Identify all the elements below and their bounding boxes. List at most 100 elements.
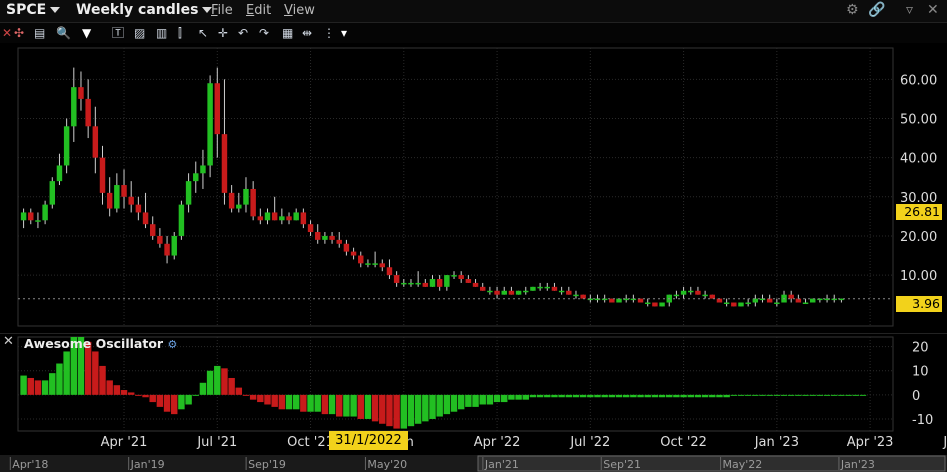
chart-type-selector[interactable]: Weekly candles bbox=[76, 2, 213, 18]
oscillator-bar bbox=[185, 394, 192, 405]
candle bbox=[314, 232, 321, 240]
text-icon[interactable]: 🅃 bbox=[112, 26, 125, 40]
oscillator-bar bbox=[730, 394, 738, 396]
candle bbox=[243, 188, 249, 205]
candle bbox=[716, 298, 723, 303]
candle bbox=[379, 263, 386, 268]
cross-icon[interactable]: ✛ bbox=[218, 26, 229, 40]
oscillator-bar bbox=[780, 394, 788, 396]
candle bbox=[121, 185, 127, 197]
oscillator-bar bbox=[680, 394, 687, 398]
bar-chart-icon[interactable]: ▥ bbox=[156, 26, 168, 40]
candle bbox=[171, 235, 177, 256]
menu-file-mnemonic: F bbox=[211, 3, 218, 18]
menu-view[interactable]: View bbox=[284, 3, 315, 18]
candle bbox=[465, 279, 472, 283]
x-tick-label: Oct '21 bbox=[287, 435, 334, 450]
oscillator-bar bbox=[508, 394, 515, 400]
oscillator-bar bbox=[823, 394, 831, 396]
oscillator-settings-icon[interactable]: ⚙ bbox=[167, 338, 178, 351]
candle bbox=[523, 290, 529, 293]
candle bbox=[487, 290, 493, 293]
x-tick-label: Oct '22 bbox=[660, 435, 707, 450]
candle bbox=[838, 298, 845, 301]
minimize-icon[interactable]: ▿ bbox=[906, 2, 914, 18]
undo-icon[interactable]: ↶ bbox=[238, 26, 249, 40]
oscillator-bar bbox=[709, 394, 716, 398]
candle bbox=[185, 181, 192, 205]
candle bbox=[71, 87, 77, 127]
oscillator-bar bbox=[393, 394, 400, 429]
menu-edit[interactable]: Edit bbox=[246, 3, 271, 18]
symbol-selector[interactable]: SPCE bbox=[6, 2, 61, 18]
candle bbox=[688, 290, 694, 293]
candle bbox=[142, 212, 149, 225]
crosshair-icon[interactable]: ✣ bbox=[14, 26, 25, 40]
split-icon[interactable]: ⇹ bbox=[302, 26, 313, 40]
align-icon[interactable]: ⋮ bbox=[323, 26, 335, 40]
oscillator-bar bbox=[314, 394, 321, 412]
candle bbox=[56, 165, 63, 182]
candle bbox=[257, 216, 264, 221]
menu-file[interactable]: File bbox=[211, 3, 233, 18]
gear-icon[interactable]: ⚙ bbox=[846, 2, 859, 18]
candle-icon[interactable]: ⫿ bbox=[178, 26, 182, 40]
candle bbox=[587, 298, 594, 301]
oscillator-bar bbox=[70, 337, 78, 395]
osc-y-tick-label: 0 bbox=[912, 389, 920, 404]
candle bbox=[293, 212, 299, 221]
oscillator-bar bbox=[106, 380, 113, 395]
oscillator-bar bbox=[206, 370, 214, 395]
candle bbox=[264, 212, 271, 221]
oscillator-bar bbox=[120, 390, 128, 395]
navigator-label: May'20 bbox=[367, 458, 407, 471]
oscillator-bar bbox=[651, 394, 659, 398]
navigator-strip[interactable]: Apr'18 Jan'19 Sep'19 May'20 Jan'21 Sep'21 May'… bbox=[0, 455, 947, 472]
close-x-icon[interactable]: ✕ bbox=[2, 26, 13, 40]
symbol-label: SPCE bbox=[6, 2, 47, 18]
candle bbox=[702, 294, 708, 297]
candle bbox=[164, 243, 170, 256]
oscillator-bar bbox=[321, 394, 329, 415]
oscillator-bar bbox=[192, 394, 199, 396]
zoom-icon[interactable]: ▤ bbox=[34, 26, 46, 40]
oscillator-bar bbox=[34, 380, 42, 395]
image-icon[interactable]: ▨ bbox=[134, 26, 146, 40]
oscillator-label-text: Awesome Oscillator bbox=[24, 336, 164, 351]
search-icon[interactable]: 🔍 bbox=[56, 26, 71, 40]
oscillator-label: Awesome Oscillator ⚙ bbox=[24, 336, 177, 351]
oscillator-bar bbox=[630, 394, 637, 398]
y-tick-label: 30.00 bbox=[900, 191, 937, 206]
pointer-icon[interactable]: ↖ bbox=[198, 26, 209, 40]
close-icon[interactable]: ✕ bbox=[927, 2, 939, 18]
candle bbox=[680, 290, 687, 295]
candle bbox=[286, 216, 292, 221]
candle bbox=[609, 298, 615, 303]
price-chart[interactable]: 60.00 50.00 40.00 30.00 20.00 10.00 bbox=[0, 44, 947, 332]
crosshair-date-label: 31/1/2022 bbox=[329, 431, 408, 450]
oscillator-bar bbox=[529, 394, 537, 398]
chevron-down-icon[interactable]: ▾ bbox=[341, 26, 348, 40]
oscillator-bar bbox=[493, 394, 501, 403]
candle bbox=[250, 188, 256, 217]
redo-icon[interactable]: ↷ bbox=[259, 26, 270, 40]
candle bbox=[594, 298, 601, 301]
oscillator-bar bbox=[343, 394, 350, 417]
candle bbox=[393, 275, 400, 283]
candle bbox=[42, 204, 48, 221]
symbol-caret-icon bbox=[50, 7, 61, 13]
oscillator-bar bbox=[92, 351, 99, 395]
link-icon[interactable]: 🔗 bbox=[868, 2, 886, 18]
oscillator-plot-area bbox=[17, 336, 894, 432]
candle bbox=[444, 275, 450, 287]
candle bbox=[20, 212, 27, 221]
candle bbox=[623, 298, 629, 301]
oscillator-close-icon[interactable]: ✕ bbox=[3, 334, 14, 349]
candle bbox=[35, 220, 41, 222]
cursor-icon[interactable]: ▼ bbox=[82, 26, 92, 40]
oscillator-bar bbox=[99, 365, 106, 395]
layers-icon[interactable]: ▦ bbox=[282, 26, 294, 40]
candle bbox=[178, 204, 185, 236]
candle bbox=[809, 298, 816, 303]
